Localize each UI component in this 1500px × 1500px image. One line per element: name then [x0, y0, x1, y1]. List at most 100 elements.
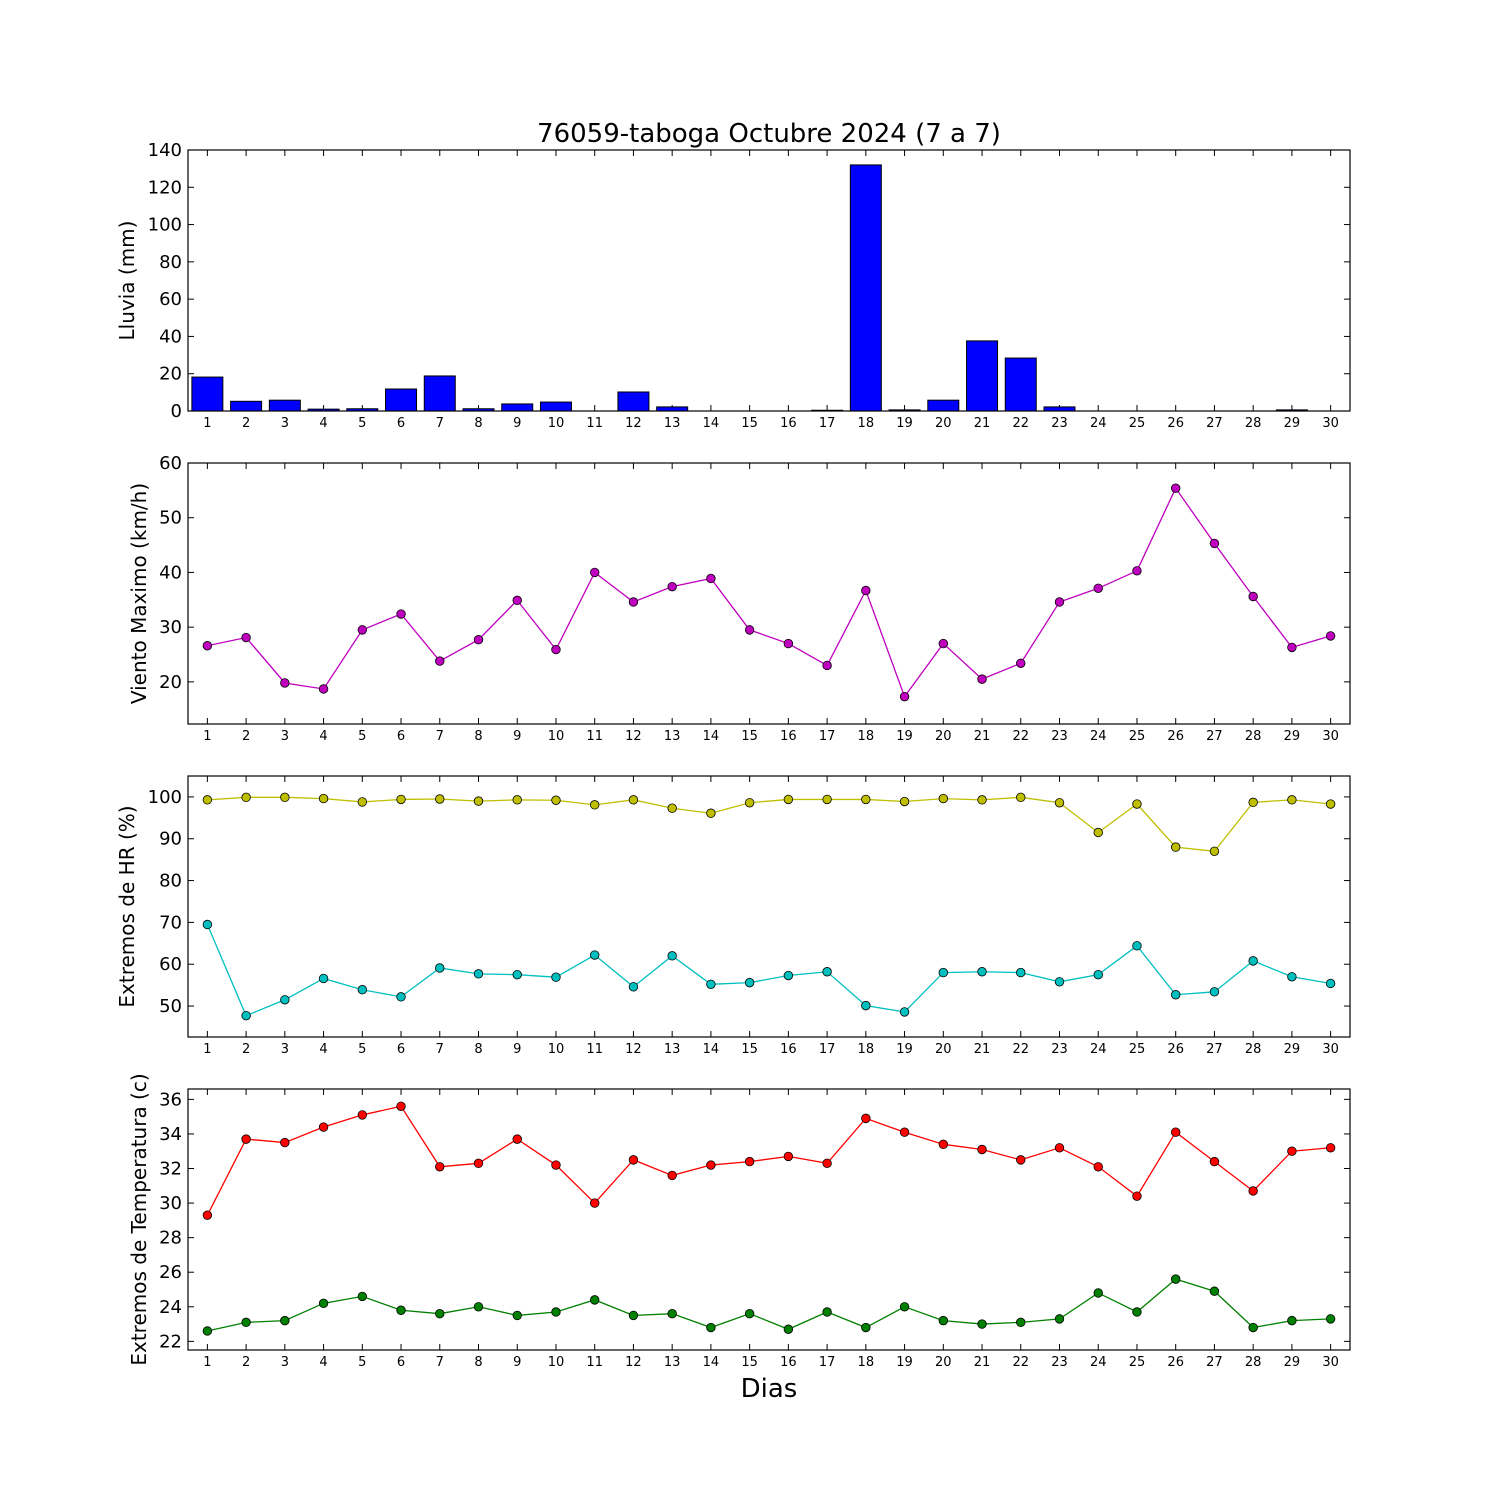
point-s1-day-20 [938, 1139, 949, 1150]
point-s1-day-13 [667, 581, 677, 592]
x-tick-label: 20 [935, 1042, 952, 1057]
x-tick-label: 27 [1206, 1042, 1223, 1057]
x-tick-label: 7 [436, 416, 444, 431]
point-s2-day-8 [473, 1302, 484, 1312]
x-tick-label: 17 [819, 729, 836, 744]
point-s1-day-13 [667, 803, 677, 813]
y-tick-label: 20 [159, 672, 182, 693]
y-tick-label: 0 [171, 401, 182, 422]
x-tick-label: 3 [281, 729, 289, 744]
series-line-1 [206, 1105, 1331, 1216]
point-s1-day-19 [899, 796, 910, 807]
point-s2-day-8 [473, 969, 484, 979]
point-s1-day-27 [1209, 538, 1220, 549]
y-tick-label: 22 [159, 1331, 182, 1352]
point-s2-day-24 [1093, 1288, 1103, 1298]
x-tick-label: 4 [319, 416, 327, 431]
point-s1-day-10 [551, 795, 561, 805]
y-axis-label: Extremos de Temperatura (c) [127, 1073, 151, 1365]
x-tick-label: 21 [974, 729, 991, 744]
point-s1-day-14 [706, 573, 716, 584]
x-tick-label: 16 [780, 729, 797, 744]
series-line-1 [207, 796, 1331, 852]
point-s1-day-25 [1132, 1191, 1142, 1201]
y-tick-label: 140 [148, 140, 182, 161]
point-s1-day-19 [899, 691, 910, 702]
point-s2-day-4 [318, 1298, 329, 1309]
point-s1-day-2 [241, 1134, 251, 1144]
x-tick-label: 4 [319, 1355, 327, 1370]
x-tick-label: 21 [974, 1355, 991, 1370]
x-tick-label: 22 [1012, 1355, 1029, 1370]
x-tick-label: 2 [242, 729, 250, 744]
point-s2-day-18 [861, 1000, 871, 1011]
x-tick-label: 22 [1012, 729, 1029, 744]
x-tick-label: 7 [436, 729, 444, 744]
y-tick-label: 60 [159, 289, 182, 310]
y-tick-label: 60 [159, 453, 182, 474]
point-s2-day-16 [783, 1324, 794, 1334]
point-s2-day-5 [357, 985, 368, 995]
x-tick-label: 1 [203, 729, 211, 744]
x-tick-label: 19 [896, 1042, 913, 1057]
x-tick-label: 12 [625, 1042, 642, 1057]
x-tick-label: 29 [1284, 1042, 1301, 1057]
x-tick-label: 17 [819, 1355, 836, 1370]
point-s1-day-5 [357, 625, 368, 635]
x-tick-label: 17 [819, 1042, 836, 1057]
series-line-1 [207, 486, 1331, 699]
point-s1-day-28 [1248, 591, 1258, 602]
point-s2-day-27 [1209, 987, 1220, 997]
point-s1-day-25 [1132, 799, 1142, 809]
x-tick-label: 14 [703, 416, 720, 431]
x-tick-label: 12 [625, 416, 642, 431]
x-tick-label: 25 [1129, 729, 1146, 744]
point-s2-day-24 [1093, 969, 1103, 980]
point-s1-day-11 [590, 800, 600, 810]
x-tick-label: 24 [1090, 1355, 1107, 1370]
point-s1-day-4 [318, 684, 329, 694]
bar-day-22 [1004, 357, 1037, 412]
y-axis-label: Extremos de HR (%) [115, 805, 139, 1007]
point-s1-day-1 [202, 1210, 213, 1220]
x-tick-label: 23 [1051, 416, 1068, 431]
y-tick-label: 60 [159, 954, 182, 975]
point-s2-day-29 [1287, 1315, 1297, 1326]
x-tick-label: 23 [1051, 1355, 1068, 1370]
point-s2-day-22 [1016, 1317, 1026, 1328]
point-s2-day-19 [899, 1007, 910, 1017]
point-s1-day-11 [590, 567, 600, 578]
bar-day-1 [191, 376, 224, 412]
point-s1-day-3 [280, 792, 290, 803]
x-tick-label: 18 [858, 1355, 875, 1370]
x-tick-label: 1 [203, 1355, 211, 1370]
plot-frame [187, 775, 1351, 1038]
point-s1-day-3 [280, 1137, 290, 1148]
point-s2-day-10 [551, 1307, 561, 1317]
point-s1-day-16 [783, 638, 794, 649]
x-tick-label: 16 [780, 1042, 797, 1057]
point-s1-day-14 [706, 1160, 716, 1170]
x-tick-label: 9 [513, 729, 521, 744]
x-tick-label: 29 [1284, 1355, 1301, 1370]
x-tick-label: 9 [513, 1355, 521, 1370]
x-tick-label: 25 [1129, 1355, 1146, 1370]
point-s1-day-11 [590, 1198, 600, 1208]
x-tick-label: 25 [1129, 416, 1146, 431]
x-tick-label: 14 [703, 1042, 720, 1057]
x-tick-label: 24 [1090, 416, 1107, 431]
point-s1-day-28 [1248, 797, 1258, 808]
x-tick-label: 20 [935, 416, 952, 431]
point-s1-day-21 [977, 674, 987, 684]
point-s1-day-19 [899, 1127, 910, 1137]
point-s1-day-12 [628, 795, 639, 805]
point-s1-day-24 [1093, 1162, 1103, 1172]
x-tick-label: 2 [242, 1042, 250, 1057]
x-tick-label: 28 [1245, 1355, 1262, 1370]
point-s2-day-14 [706, 1322, 716, 1333]
x-tick-label: 8 [474, 729, 482, 744]
x-tick-label: 25 [1129, 1042, 1146, 1057]
point-s2-day-3 [280, 1315, 290, 1326]
point-s2-day-2 [241, 1010, 251, 1021]
x-tick-label: 16 [780, 1355, 797, 1370]
